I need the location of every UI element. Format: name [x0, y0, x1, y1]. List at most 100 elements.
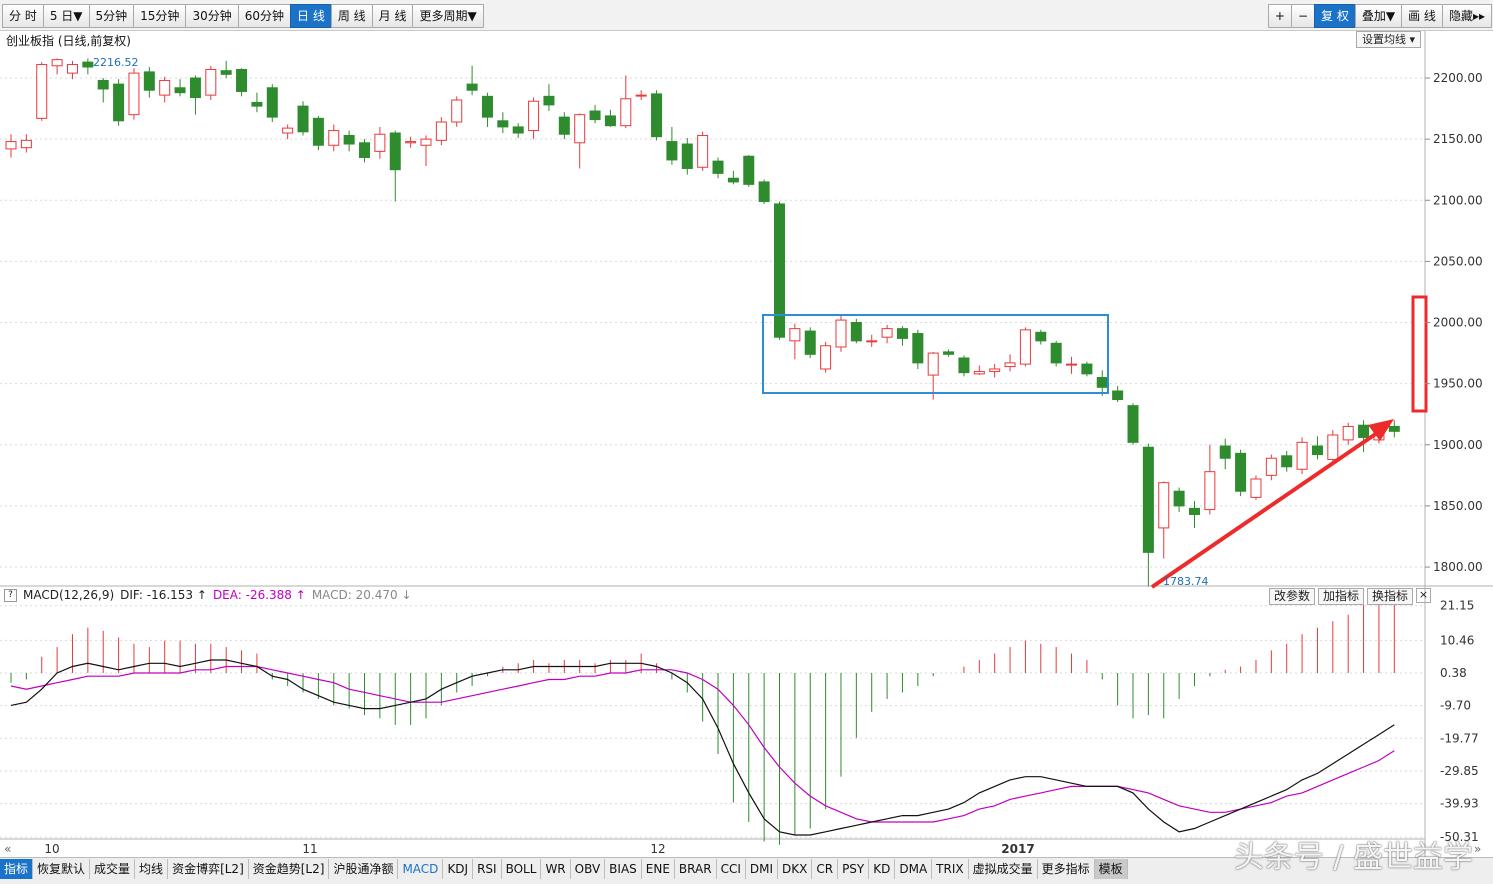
candle-body — [558, 116, 570, 135]
period-button[interactable]: 30分钟 — [185, 4, 239, 28]
price-tick-label: 2000.00 — [1433, 316, 1483, 330]
candle-body — [958, 357, 970, 374]
candle-body — [97, 79, 109, 90]
candle — [82, 58, 94, 75]
period-button[interactable]: 5分钟 — [88, 4, 135, 28]
indicator-tab[interactable]: 资金趋势[L2] — [249, 859, 330, 879]
indicator-tab[interactable]: KD — [869, 859, 896, 879]
toolbar-right-button[interactable]: 叠加▼ — [1354, 4, 1403, 28]
macd-name: MACD(12,26,9) — [23, 588, 115, 602]
period-button[interactable]: 5 日▼ — [42, 4, 90, 28]
candle — [466, 65, 478, 96]
candle-body — [36, 64, 48, 119]
indicator-tab[interactable]: TRIX — [932, 859, 969, 879]
candle — [1265, 454, 1277, 481]
candle — [604, 109, 616, 127]
candle-body — [1188, 507, 1200, 515]
candle-body — [1112, 390, 1124, 401]
candle — [405, 136, 417, 148]
indicator-tab[interactable]: DMI — [746, 859, 778, 879]
candle-body — [866, 340, 878, 343]
candle — [20, 134, 32, 153]
indicator-tab[interactable]: OBV — [571, 859, 606, 879]
indicator-tab[interactable]: DKX — [778, 859, 813, 879]
ma-settings-button[interactable]: 设置均线 ▾ — [1355, 31, 1421, 48]
candle-body — [943, 351, 955, 355]
candle-body — [1158, 482, 1170, 529]
indicator-tab[interactable]: DMA — [895, 859, 933, 879]
candle-body — [850, 322, 862, 342]
stock-title: 创业板指 (日线,前复权) — [6, 34, 131, 48]
close-icon[interactable]: × — [1416, 588, 1431, 603]
toolbar-right-button[interactable]: − — [1290, 4, 1316, 28]
indicator-tab[interactable]: 更多指标 — [1038, 859, 1095, 879]
period-button[interactable]: 60分钟 — [237, 4, 291, 28]
candlestick-chart[interactable]: 2216.52 1783.74 2200.00 2150.00 2100.00 2050… — [0, 31, 1493, 857]
candle-body — [1281, 455, 1293, 468]
indicator-tab[interactable]: 成交量 — [90, 859, 136, 879]
candle — [1342, 422, 1354, 445]
candle-body — [1004, 362, 1016, 368]
candle — [266, 84, 278, 123]
candle-body — [1235, 452, 1247, 492]
date-tick-label: 12 — [650, 842, 665, 856]
candle-body — [712, 160, 724, 174]
period-button[interactable]: 15分钟 — [133, 4, 187, 28]
indicator-tab[interactable]: BRAR — [675, 859, 717, 879]
candle — [389, 130, 401, 202]
indicator-tab[interactable]: 恢复默认 — [33, 859, 91, 879]
period-button[interactable]: 日 线 — [290, 4, 332, 28]
indicator-tab[interactable]: 虚拟成交量 — [969, 859, 1038, 879]
candle-body — [20, 139, 32, 149]
indicator-tab[interactable]: WR — [541, 859, 571, 879]
candle — [651, 90, 663, 141]
candle-body — [758, 181, 770, 202]
candle — [789, 323, 801, 360]
candle-body — [1296, 441, 1308, 470]
indicator-tab[interactable]: 资金博弈[L2] — [168, 859, 249, 879]
macd-header: ? MACD(12,26,9) DIF: -16.153 ↑ DEA: -26.… — [4, 588, 412, 602]
candle-body — [1327, 434, 1339, 460]
toolbar-right-button[interactable]: 画 线 — [1401, 4, 1443, 28]
candle — [1081, 361, 1093, 377]
candle — [282, 124, 294, 140]
candle — [1035, 329, 1047, 345]
toolbar-right-button[interactable]: + — [1267, 4, 1292, 28]
indicator-tab[interactable]: 模板 — [1094, 859, 1128, 879]
indicator-tab[interactable]: KDJ — [443, 859, 474, 879]
indicator-tab[interactable]: BOLL — [502, 859, 542, 879]
candle-body — [697, 134, 709, 168]
candle-body — [113, 83, 125, 122]
indicator-tab[interactable]: BIAS — [605, 859, 642, 879]
period-button[interactable]: 分 时 — [2, 4, 44, 28]
candle-body — [1050, 342, 1062, 364]
candle — [574, 113, 586, 169]
indicator-tab[interactable]: CR — [812, 859, 839, 879]
toolbar-right-button[interactable]: 复 权 — [1314, 4, 1356, 28]
watermark: 头条号 / 盛世益学 — [1233, 840, 1473, 875]
indicator-tab[interactable]: ENE — [642, 859, 675, 879]
indicator-tab[interactable]: 沪股通净额 — [329, 859, 399, 879]
candle — [1235, 449, 1247, 497]
price-tick-label: 1950.00 — [1433, 377, 1483, 391]
candle-body — [266, 87, 278, 118]
indicator-tab[interactable]: 均线 — [135, 859, 169, 879]
help-icon[interactable]: ? — [4, 588, 17, 602]
period-button[interactable]: 更多周期▼ — [412, 4, 484, 28]
indicator-tab[interactable]: RSI — [473, 859, 502, 879]
switch-indicator-button[interactable]: 换指标 — [1366, 588, 1413, 605]
change-params-button[interactable]: 改参数 — [1268, 588, 1315, 605]
indicator-tab[interactable]: MACD — [398, 859, 444, 879]
indicator-tab[interactable]: CCI — [717, 859, 746, 879]
scroll-right-icon: » — [1474, 842, 1481, 856]
indicator-tab[interactable]: PSY — [838, 859, 870, 879]
indicator-tab[interactable]: 指标 — [0, 859, 34, 879]
add-indicator-button[interactable]: 加指标 — [1317, 588, 1364, 605]
candle-body — [1265, 457, 1277, 476]
candle-body — [589, 110, 601, 121]
candle-body — [989, 368, 1001, 372]
period-button[interactable]: 周 线 — [330, 4, 373, 28]
toolbar-right-button[interactable]: 隐藏▸▸ — [1441, 4, 1492, 28]
period-button[interactable]: 月 线 — [371, 4, 414, 28]
